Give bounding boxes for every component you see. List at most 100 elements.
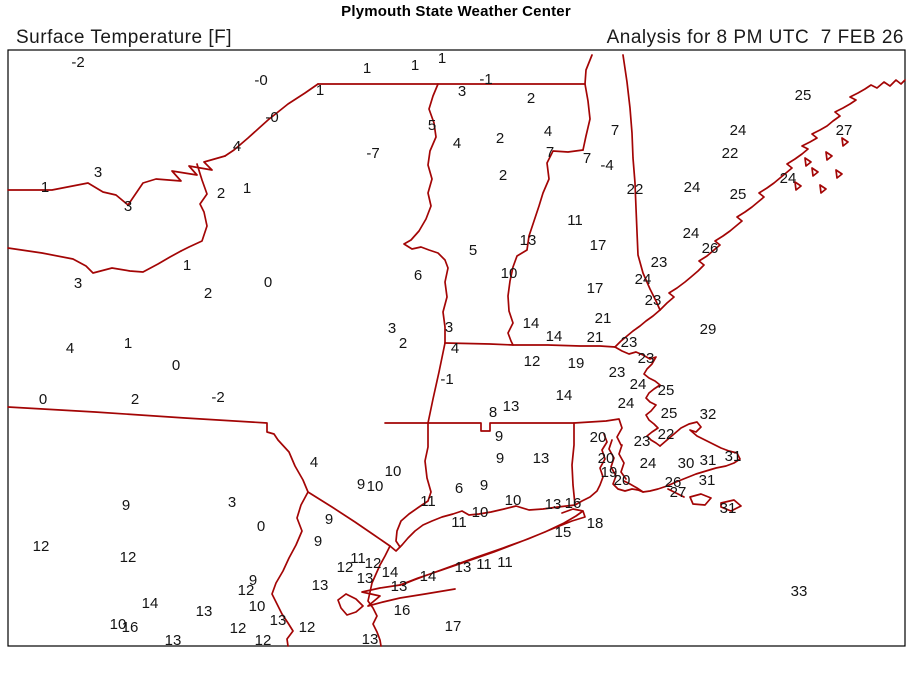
temperature-label: 9 — [480, 477, 488, 494]
temperature-label: 6 — [455, 480, 463, 497]
narragansett-bay — [574, 433, 644, 506]
temperature-label: 16 — [394, 602, 411, 619]
nh-coast — [614, 309, 661, 348]
maine-islands — [794, 137, 849, 194]
temperature-label: 14 — [382, 564, 399, 581]
temperature-label: 25 — [730, 186, 747, 203]
temperature-label: 12 — [33, 538, 50, 555]
temperature-label: 3 — [388, 320, 396, 337]
temperature-label: 11 — [451, 514, 467, 531]
temperature-label: 27 — [836, 122, 853, 139]
temperature-label: 0 — [264, 274, 272, 291]
temperature-label: 19 — [601, 464, 618, 481]
temperature-label: 12 — [255, 632, 272, 649]
temperature-label: 24 — [630, 376, 647, 393]
vineyard-nantucket-islands — [667, 488, 742, 512]
temperature-label: 24 — [640, 455, 657, 472]
temperature-label: 14 — [556, 387, 573, 404]
temperature-label: 13 — [545, 496, 562, 513]
temperature-label: 24 — [683, 225, 700, 242]
temperature-label: 2 — [131, 391, 139, 408]
temperature-label: 4 — [233, 138, 241, 155]
temperature-label: 7 — [583, 150, 591, 167]
temperature-label: 3 — [94, 164, 102, 181]
temperature-label: 23 — [651, 254, 668, 271]
temperature-label: 23 — [645, 292, 662, 309]
temperature-label: 12 — [120, 549, 137, 566]
temperature-label: 13 — [533, 450, 550, 467]
temperature-label: -0 — [254, 72, 267, 89]
analysis-time-label: Analysis for 8 PM UTC 7 FEB 26 — [606, 27, 904, 48]
temperature-label: 1 — [363, 60, 371, 77]
temperature-label: 8 — [489, 404, 497, 421]
state-borders-and-coastlines — [7, 54, 906, 647]
temperature-label: 15 — [555, 524, 572, 541]
temperature-label: 3 — [445, 319, 453, 336]
temperature-label: 4 — [544, 123, 552, 140]
temperature-label: 25 — [795, 87, 812, 104]
temperature-label: 0 — [172, 357, 180, 374]
temperature-label: 32 — [700, 406, 717, 423]
temperature-label: 24 — [684, 179, 701, 196]
temperature-label: 5 — [469, 242, 477, 259]
temperature-label: 12 — [299, 619, 316, 636]
temperature-label: 11 — [567, 212, 583, 229]
ny-nj-border — [307, 491, 391, 547]
cape-cod-outline — [623, 421, 741, 493]
temperature-label: 31 — [725, 448, 742, 465]
temperature-label: -2 — [71, 54, 84, 71]
temperature-label: 23 — [638, 350, 655, 367]
temperature-label: -2 — [211, 389, 224, 406]
temperature-label: 14 — [546, 328, 563, 345]
temperature-label: 13 — [312, 577, 329, 594]
temperature-label: 7 — [546, 144, 554, 161]
temperature-label: 9 — [314, 533, 322, 550]
temperature-label: 10 — [505, 492, 522, 509]
temperature-label: 10 — [110, 616, 127, 633]
temperature-label: -1 — [440, 371, 453, 388]
temperature-label: 10 — [385, 463, 402, 480]
temperature-label: 17 — [445, 618, 462, 635]
temperature-label: 22 — [658, 426, 675, 443]
temperature-label: 3 — [124, 198, 132, 215]
temperature-label: 22 — [722, 145, 739, 162]
temperature-label: 17 — [587, 280, 604, 297]
temperature-label: 11 — [497, 554, 513, 571]
ct-ri-border — [571, 422, 576, 506]
long-island-outline — [399, 508, 586, 586]
temperature-label: 24 — [618, 395, 635, 412]
connecticut-coast — [389, 504, 576, 552]
temperature-label: 14 — [142, 595, 159, 612]
temperature-label: 7 — [611, 122, 619, 139]
temperature-label: 20 — [614, 472, 631, 489]
ny-ma-border — [427, 342, 446, 424]
temperature-label: 9 — [249, 572, 257, 589]
temperature-label: -4 — [600, 157, 613, 174]
ma-north-border — [444, 342, 616, 348]
temperature-label: 10 — [472, 504, 489, 521]
temperature-label: 12 — [337, 559, 354, 576]
temperature-label: 26 — [665, 474, 682, 491]
temperature-label: 1 — [243, 180, 251, 197]
temperature-label: 9 — [325, 511, 333, 528]
lake-erie-shore — [7, 247, 182, 274]
vt-nh-border-connecticut-river — [507, 149, 584, 346]
temperature-label: 4 — [451, 340, 459, 357]
temperature-label: 13 — [165, 632, 182, 649]
temperature-label: 11 — [476, 556, 492, 573]
temperature-label: 4 — [453, 135, 461, 152]
temperature-label: 2 — [399, 335, 407, 352]
product-label: Surface Temperature [F] — [16, 27, 233, 48]
temperature-label: 16 — [565, 495, 582, 512]
temperature-label: 29 — [700, 321, 717, 338]
temperature-label: 13 — [362, 631, 379, 648]
temperature-label: 12 — [238, 582, 255, 599]
ma-ct-ri-border — [384, 418, 623, 446]
temperature-label: 21 — [587, 329, 604, 346]
temperature-label: 10 — [367, 478, 384, 495]
temperature-label: 3 — [74, 275, 82, 292]
temperature-label: -1 — [479, 71, 492, 88]
